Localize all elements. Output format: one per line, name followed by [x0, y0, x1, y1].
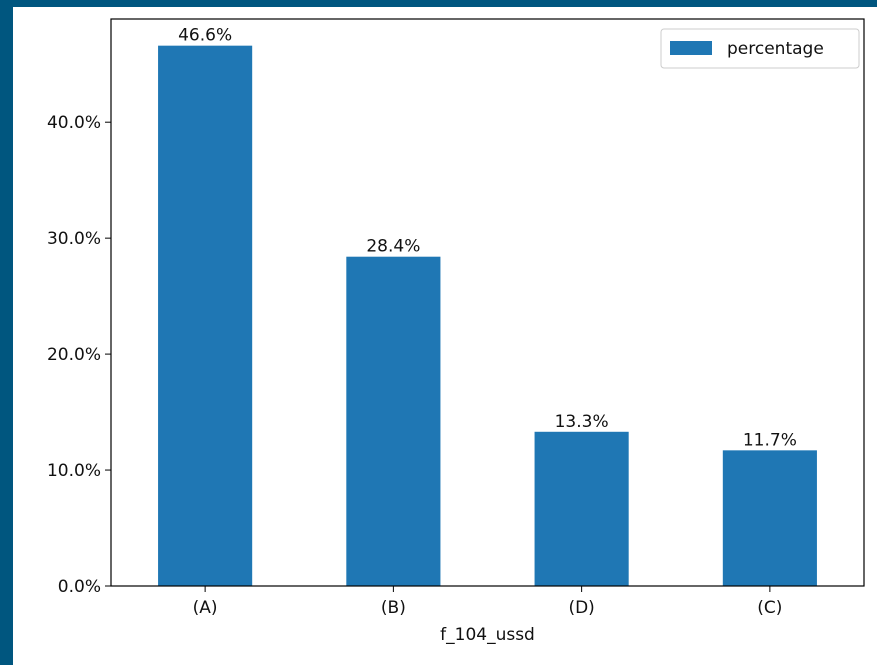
bar-value-label: 13.3% — [555, 412, 609, 432]
legend-swatch — [670, 41, 712, 55]
bar-value-label: 28.4% — [366, 237, 420, 257]
bar — [346, 256, 441, 586]
bar-value-label: 11.7% — [743, 430, 797, 450]
y-tick-label: 40.0% — [47, 113, 101, 133]
x-axis-label: f_104_ussd — [440, 625, 535, 645]
legend: percentage — [660, 28, 860, 69]
y-tick-label: 30.0% — [47, 229, 101, 249]
legend-box — [660, 28, 860, 69]
bar — [722, 450, 817, 586]
y-axis: 0.0% 10.0% 20.0% 30.0% 40.0% — [47, 113, 111, 597]
value-labels-group: 46.6% 28.4% 13.3% 11.7% — [178, 26, 797, 451]
x-axis: (A) (B) (D) (C) — [193, 586, 782, 618]
y-tick-label: 0.0% — [58, 577, 101, 597]
y-tick-label: 20.0% — [47, 345, 101, 365]
y-tick-label: 10.0% — [47, 461, 101, 481]
x-tick-label: (C) — [757, 598, 782, 618]
x-tick-label: (B) — [381, 598, 406, 618]
bars-group — [158, 45, 817, 587]
bar — [158, 45, 253, 587]
bar-value-label: 46.6% — [178, 26, 232, 46]
bar — [534, 431, 629, 586]
legend-label: percentage — [727, 39, 824, 59]
bar-chart: 46.6% 28.4% 13.3% 11.7% 0.0% 10.0% 20.0% 30.0%… — [47, 18, 865, 645]
chart-panel: 46.6% 28.4% 13.3% 11.7% 0.0% 10.0% 20.0% 30.0%… — [13, 7, 877, 665]
plot-frame — [110, 18, 865, 587]
x-tick-label: (D) — [568, 598, 594, 618]
x-tick-label: (A) — [193, 598, 218, 618]
